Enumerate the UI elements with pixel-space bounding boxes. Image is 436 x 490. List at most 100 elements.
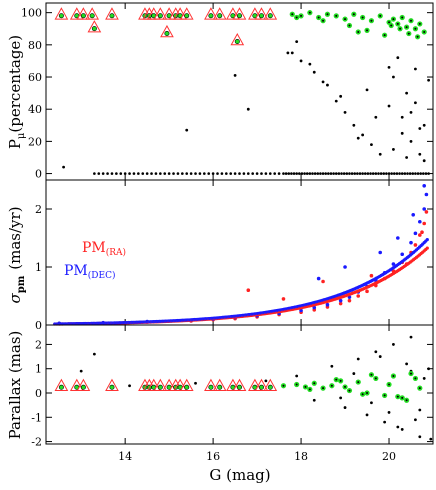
field-star-point: [299, 59, 303, 63]
member-point-core: [339, 379, 342, 382]
field-star-point: [330, 364, 334, 368]
legend-ra-sub: (RA): [106, 247, 126, 258]
zero-prob-point: [345, 172, 349, 175]
field-star-point: [356, 357, 360, 361]
zero-prob-point: [110, 172, 114, 175]
x-tick-label: 20: [382, 450, 396, 463]
zero-prob-point: [150, 172, 153, 175]
bright-member-point: [91, 26, 97, 32]
member-point-core: [379, 14, 382, 17]
zero-prob-point: [176, 172, 180, 175]
zero-prob-point: [400, 172, 404, 175]
member-point-core: [348, 24, 351, 27]
pm-error-point-PM(RA): [369, 273, 374, 278]
bright-member-marker: [230, 32, 245, 46]
member-point-core: [322, 387, 325, 390]
zero-prob-point: [225, 172, 228, 175]
bright-member-point: [237, 384, 243, 390]
pm-error-point-PM(RA): [424, 210, 429, 214]
member-point-core: [295, 383, 298, 386]
field-star-point: [427, 367, 431, 371]
bright-member-marker: [212, 378, 227, 392]
zero-prob-point: [172, 172, 175, 175]
zero-prob-point: [93, 172, 96, 175]
member-point-core: [383, 34, 386, 37]
zero-prob-point: [356, 172, 359, 175]
zero-prob-point: [369, 172, 372, 175]
field-star-point: [62, 165, 65, 169]
zero-prob-point: [163, 172, 167, 175]
pm-error-point-PM(DEC): [343, 265, 347, 269]
pm-error-point-PM(DEC): [424, 192, 429, 197]
bright-member-marker: [232, 7, 247, 20]
bright-member-marker: [179, 378, 194, 392]
field-star-point: [405, 156, 409, 159]
membership-ylabel-rest: (percentage): [6, 35, 24, 133]
member-point-core: [322, 19, 325, 22]
bright-member-point: [208, 384, 214, 390]
zero-prob-point: [382, 172, 386, 175]
zero-prob-point: [229, 172, 233, 175]
panel-parallax-frame: [45, 324, 434, 445]
bright-member-point: [234, 39, 240, 45]
pm-dec-point: [425, 237, 429, 242]
y-tick-label: 80: [28, 39, 42, 52]
field-star-point: [194, 381, 197, 385]
zero-prob-point: [337, 172, 341, 175]
zero-prob-point: [379, 172, 383, 175]
zero-prob-point: [324, 172, 327, 175]
zero-prob-point: [207, 172, 211, 175]
zero-prob-point: [374, 172, 378, 175]
zero-prob-point: [332, 172, 335, 175]
bright-member-marker: [105, 378, 119, 392]
field-star-point: [352, 372, 356, 375]
field-star-point: [264, 379, 268, 383]
member-point-core: [388, 21, 391, 24]
field-star-point: [427, 78, 431, 82]
zero-prob-point: [350, 172, 354, 175]
zero-prob-point: [145, 172, 149, 175]
bright-member-point: [58, 384, 64, 390]
bright-member-point: [258, 13, 264, 19]
parallax-ylabel: Parallax (mas): [6, 331, 24, 440]
zero-prob-point: [159, 172, 162, 175]
zero-prob-point: [292, 172, 296, 175]
field-star-point: [343, 406, 347, 409]
pm-error-point-PM(DEC): [411, 213, 416, 217]
zero-prob-point: [377, 172, 380, 175]
zero-prob-point: [316, 172, 320, 175]
zero-prob-point: [348, 172, 351, 175]
zero-prob-point: [290, 172, 293, 175]
zero-prob-point: [211, 172, 215, 175]
zero-prob-point: [295, 172, 298, 175]
zero-prob-point: [327, 172, 330, 175]
member-point-core: [418, 22, 421, 25]
zero-prob-point: [424, 172, 428, 175]
bright-member-marker: [173, 378, 187, 392]
field-star-point: [378, 355, 382, 358]
x-tick-label: 16: [206, 450, 220, 463]
zero-prob-point: [282, 172, 285, 175]
y-tick-label: 40: [28, 103, 42, 116]
member-point-core: [361, 393, 364, 396]
bright-member-point: [164, 30, 170, 36]
pm-error-point-PM(DEC): [422, 207, 427, 211]
zero-prob-point: [198, 172, 202, 175]
member-point-core: [401, 16, 404, 19]
field-star-point: [361, 133, 365, 137]
field-star-point: [308, 62, 312, 66]
panel-parallax-marks: [54, 335, 433, 441]
member-point-core: [335, 378, 338, 381]
zero-prob-point: [366, 172, 370, 175]
member-point-core: [361, 16, 364, 19]
bright-member-point: [208, 13, 214, 19]
member-point-core: [357, 30, 360, 33]
bright-member-point: [89, 13, 95, 19]
bright-member-marker: [69, 7, 84, 20]
field-star-point: [418, 408, 422, 412]
member-point-core: [291, 13, 294, 16]
legend: PM(RA) PM(DEC): [64, 240, 126, 281]
field-star-point: [405, 362, 409, 366]
pm-error-point-PM(DEC): [422, 184, 427, 188]
